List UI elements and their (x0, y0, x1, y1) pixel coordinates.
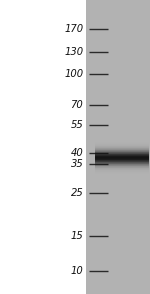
Bar (94, 171, 148, 172)
Bar (94, 143, 148, 144)
Bar (94, 144, 148, 145)
Text: 55: 55 (70, 121, 83, 131)
Bar (94, 146, 148, 147)
Text: 40: 40 (70, 148, 83, 158)
Bar (94, 157, 148, 158)
Text: 70: 70 (70, 100, 83, 110)
Bar (94, 148, 148, 149)
Bar (94, 170, 148, 171)
Bar (94, 165, 148, 166)
Bar (94, 154, 148, 155)
Bar (94, 152, 148, 153)
Text: 170: 170 (64, 24, 83, 34)
Bar (94, 151, 148, 152)
Bar (94, 166, 148, 167)
Bar (94, 149, 148, 150)
Bar (94, 161, 148, 162)
Text: 25: 25 (70, 188, 83, 198)
Bar (94, 162, 148, 163)
Bar (94, 163, 148, 164)
Bar (94, 159, 148, 160)
Bar (94, 150, 148, 151)
Bar (94, 160, 148, 161)
Bar (94, 164, 148, 165)
Bar (94, 145, 148, 146)
Bar (94, 169, 148, 170)
Bar (94, 158, 148, 159)
Text: 10: 10 (70, 265, 83, 275)
Bar (94, 168, 148, 169)
Bar (94, 142, 148, 143)
Bar (94, 173, 148, 174)
Bar (94, 153, 148, 154)
Bar (94, 155, 148, 156)
Bar (94, 147, 148, 148)
Text: 100: 100 (64, 69, 83, 79)
Bar (94, 156, 148, 157)
Bar (94, 167, 148, 168)
Bar (86, 0, 150, 294)
Bar (94, 172, 148, 173)
Text: 130: 130 (64, 47, 83, 57)
Text: 15: 15 (70, 231, 83, 241)
Text: 35: 35 (70, 159, 83, 169)
